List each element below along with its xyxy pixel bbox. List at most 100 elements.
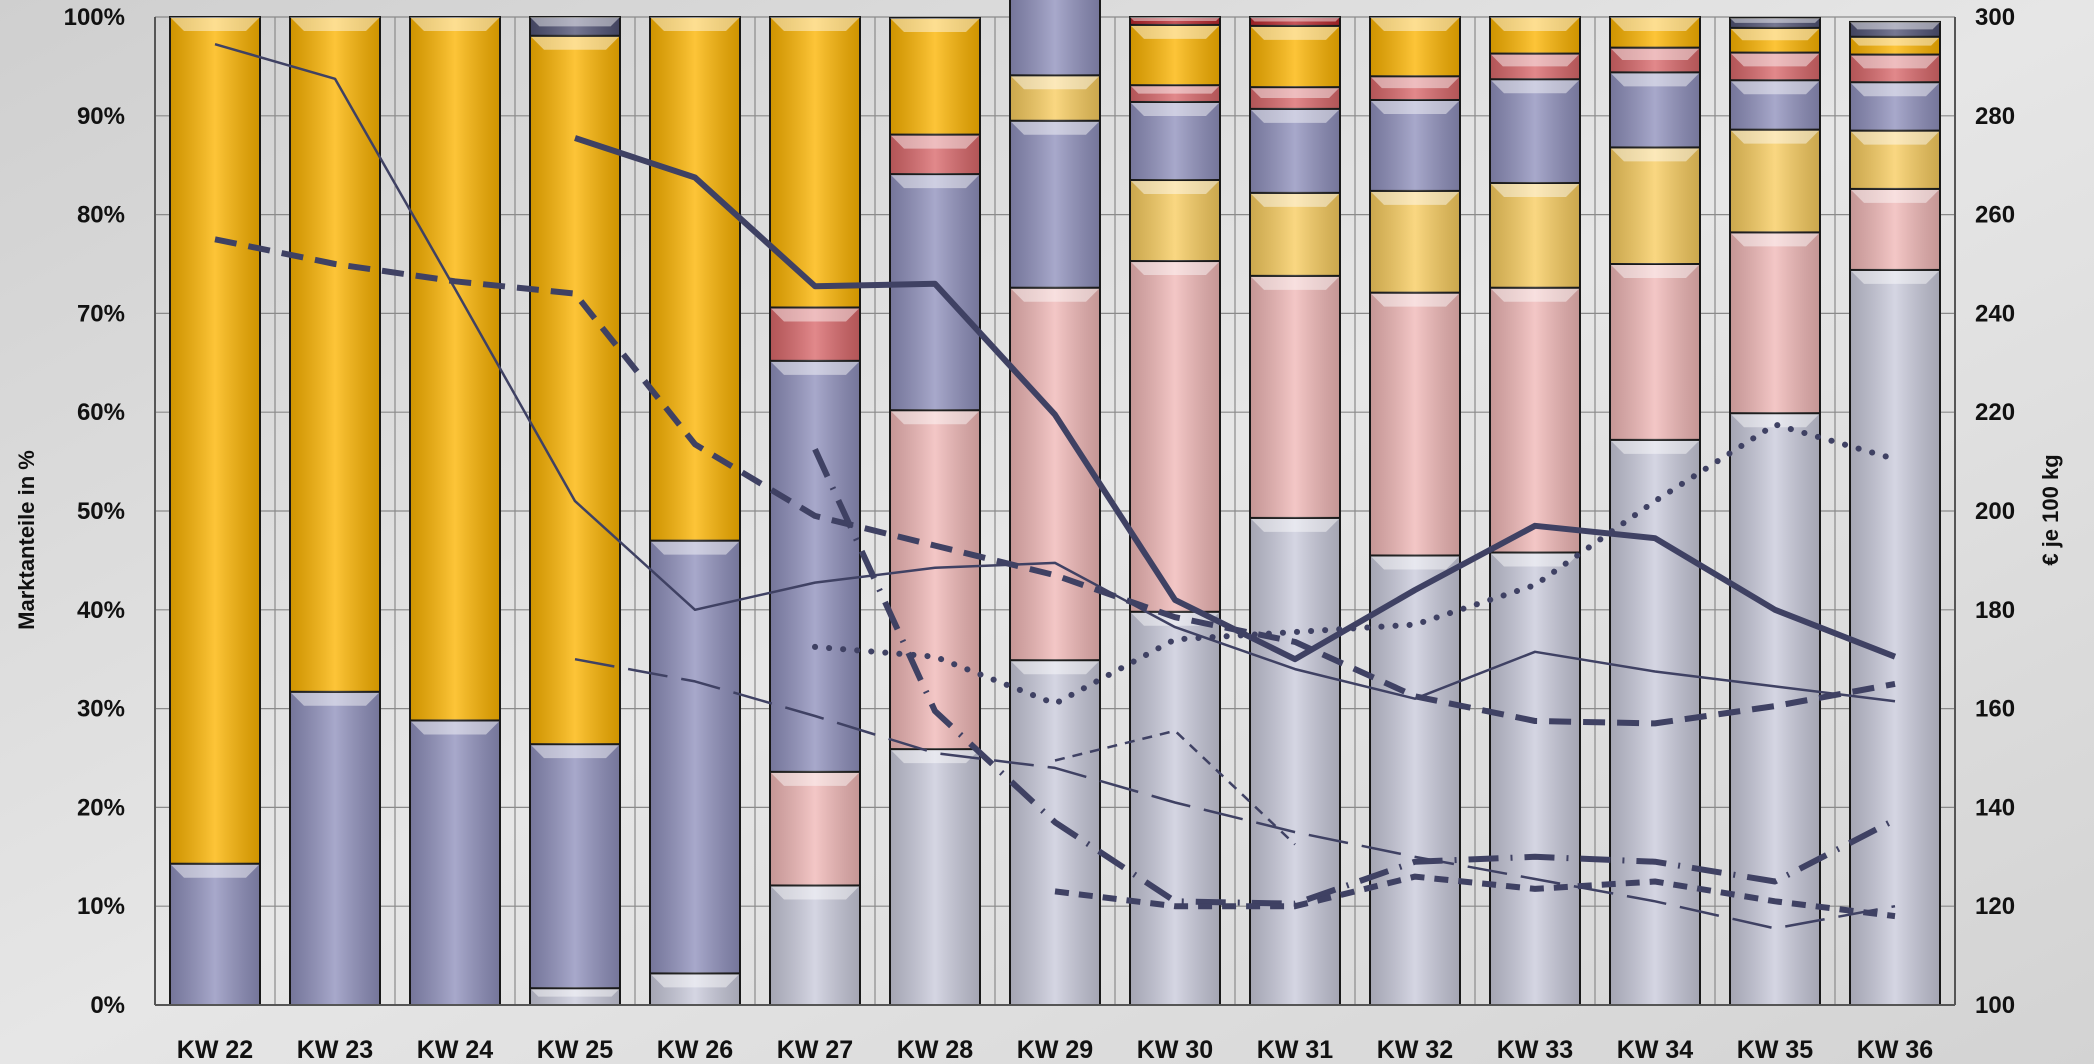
bar-segment-shade <box>1250 108 1340 193</box>
bar-segment-shade <box>770 360 860 772</box>
bar-segment-bevel <box>890 174 980 189</box>
bar-segment-shade <box>1610 147 1700 264</box>
bar-segment-bevel <box>1850 82 1940 97</box>
bar-segment-shade <box>1130 17 1220 25</box>
bar-segment-shade <box>1490 182 1580 288</box>
bar-segment-shade <box>890 174 980 411</box>
bar-segment-shade <box>1730 52 1820 81</box>
x-tick-label: KW 28 <box>897 1036 974 1064</box>
price-line <box>812 448 1897 907</box>
bars <box>169 0 1941 1007</box>
bar-segment-shade <box>1250 17 1340 26</box>
y-tick-label: 10% <box>77 893 125 920</box>
bar-segment-shade <box>290 691 380 1005</box>
bar-segment-bevel <box>1490 182 1580 197</box>
bar-segment-bevel <box>1370 99 1460 114</box>
bar-segment-shade <box>1490 552 1580 1005</box>
bar-segment-bevel <box>1130 24 1220 39</box>
bar-segment-bevel <box>890 749 980 764</box>
bar-segment-bevel <box>1010 120 1100 135</box>
bar-segment-bevel <box>770 885 860 900</box>
bar-segment-bevel <box>1850 130 1940 145</box>
bar-segment-bevel <box>1370 17 1460 31</box>
bar-segment-shade <box>1130 85 1220 102</box>
bar-segment-shade <box>1850 21 1940 37</box>
y2-axis-label: € je 100 kg <box>2038 454 2063 565</box>
bar-segment-bevel <box>890 134 980 149</box>
x-tick-label: KW 30 <box>1137 1036 1213 1064</box>
bar-segment-shade <box>530 744 620 989</box>
bar-segment-bevel <box>530 17 620 27</box>
bar-segment-bevel <box>1370 292 1460 307</box>
bar-segment-bevel <box>1010 75 1100 90</box>
bar-segment-bevel <box>1250 25 1340 40</box>
bar-segment-bevel <box>1130 261 1220 276</box>
bar-segment-shade <box>1610 264 1700 440</box>
bar-segment-bevel <box>410 720 500 735</box>
lines <box>214 42 1898 930</box>
bar-segment-shade <box>770 307 860 361</box>
bar-segment-shade <box>1730 17 1820 28</box>
bar-segment-bevel <box>1850 36 1940 46</box>
bar-segment-shade <box>290 17 380 692</box>
bar-segment-shade <box>1250 192 1340 276</box>
y-tick-label: 70% <box>77 300 125 327</box>
bar-segment-shade <box>1730 232 1820 414</box>
bar-segment-bevel <box>650 17 740 31</box>
bar-segment-bevel <box>1730 17 1820 23</box>
bar-segment-shade <box>1730 413 1820 1005</box>
bar-segment-bevel <box>650 540 740 555</box>
y-tick-label: 60% <box>77 399 125 426</box>
bar-segment-shade <box>410 720 500 1005</box>
bar-segment-shade <box>1130 611 1220 1005</box>
bar-segment-bevel <box>1610 439 1700 454</box>
bar-segment-shade <box>1850 188 1940 270</box>
bar-segment-bevel <box>1610 17 1700 31</box>
bar-segment-bevel <box>890 17 980 32</box>
bar-segment-bevel <box>1250 108 1340 123</box>
x-tick-label: KW 25 <box>537 1036 614 1064</box>
price-line <box>574 657 1896 930</box>
x-tick-label: KW 26 <box>657 1036 733 1064</box>
bar-segment-shade <box>890 17 980 135</box>
y2-tick-label: 260 <box>1975 202 2015 229</box>
bar-segment-shade <box>770 17 860 308</box>
bar-segment-bevel <box>890 410 980 425</box>
bar-segment-shade <box>890 134 980 175</box>
bar-segment-bevel <box>1250 192 1340 207</box>
bar-segment-shade <box>1370 76 1460 100</box>
bar-segment-shade <box>890 749 980 1005</box>
x-tick-label: KW 23 <box>297 1036 373 1064</box>
bar-segment-bevel <box>1130 85 1220 94</box>
y2-tick-label: 280 <box>1975 103 2015 130</box>
bar-segment-shade <box>1130 180 1220 262</box>
bar-segment-bevel <box>530 744 620 759</box>
price-line <box>214 236 1896 727</box>
y-tick-label: 0% <box>90 992 125 1019</box>
bar-segment-shade <box>770 771 860 886</box>
bar-segment-bevel <box>1370 555 1460 570</box>
price-line <box>1054 873 1896 920</box>
bar-segment-bevel <box>170 863 260 878</box>
bar-segment-bevel <box>1130 180 1220 195</box>
bar-segment-shade <box>1010 120 1100 288</box>
bar-segment-shade <box>1250 87 1340 109</box>
y-tick-label: 90% <box>77 103 125 130</box>
bar-segment-bevel <box>770 771 860 786</box>
bar-segment-shade <box>1130 261 1220 612</box>
bar-segment-shade <box>1370 17 1460 77</box>
bar-segment-bevel <box>1250 17 1340 22</box>
y-tick-label: 30% <box>77 696 125 723</box>
bar-segment-shade <box>1010 0 1100 76</box>
bar-segment-bevel <box>1850 54 1940 69</box>
bar-segment-bevel <box>410 17 500 31</box>
bar-segment-shade <box>530 17 620 36</box>
bar-segment-bevel <box>1490 53 1580 67</box>
price-line <box>1054 729 1296 846</box>
y2-tick-label: 160 <box>1975 696 2015 723</box>
x-tick-label: KW 34 <box>1617 1036 1694 1064</box>
y2-tick-label: 140 <box>1975 794 2015 821</box>
bar-segment-shade <box>650 17 740 541</box>
bar-segment-bevel <box>290 691 380 706</box>
x-tick-label: KW 29 <box>1017 1036 1093 1064</box>
